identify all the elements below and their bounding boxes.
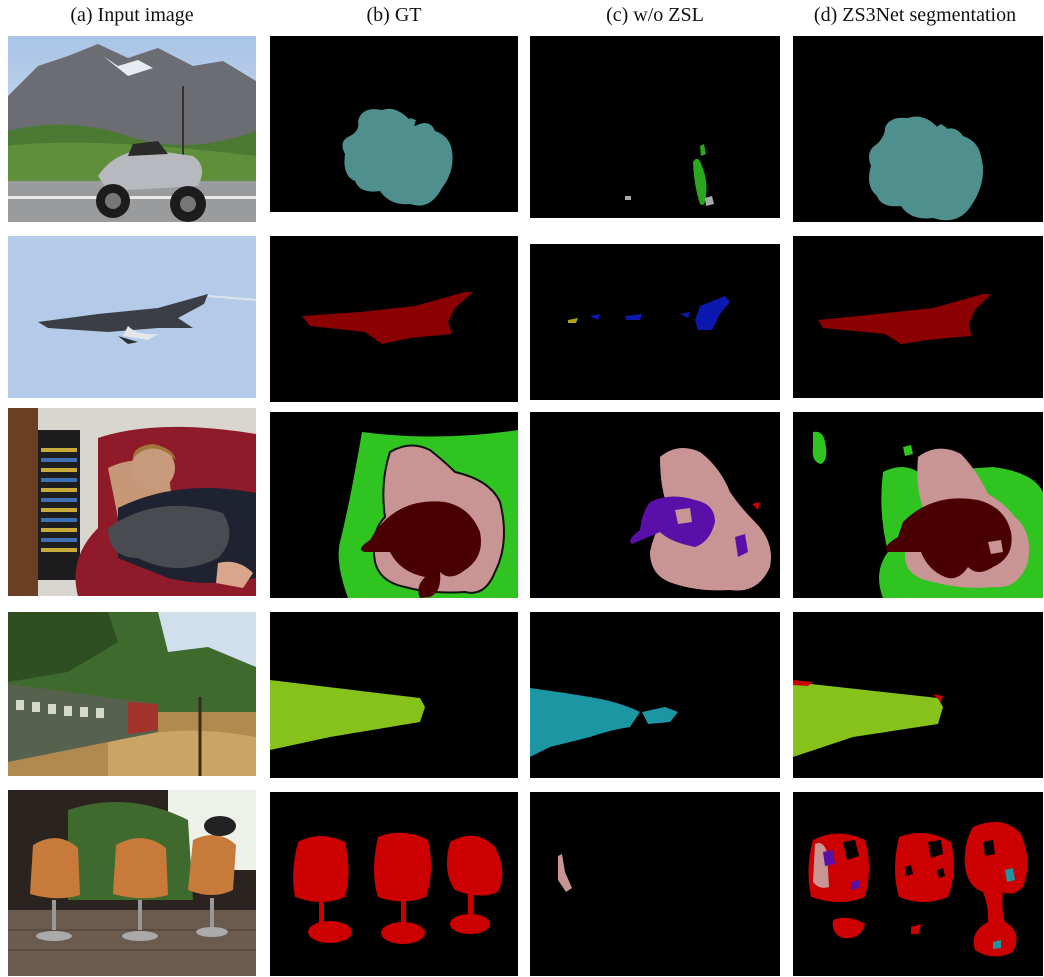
input-image-chairs <box>8 790 256 976</box>
zs3net-mask-person-cat <box>793 412 1043 598</box>
zs3net-mask-train <box>793 612 1043 778</box>
wo-zsl-mask-train <box>530 612 780 778</box>
input-image-jet <box>8 236 256 398</box>
gt-mask-train <box>270 612 518 778</box>
gt-mask-person-cat <box>270 412 518 598</box>
zs3net-mask-jet <box>793 236 1043 398</box>
input-image-train <box>8 612 256 776</box>
wo-zsl-mask-jet <box>530 244 780 400</box>
zs3net-mask-motorbike <box>793 36 1043 222</box>
column-header-wo-zsl: (c) w/o ZSL <box>606 4 704 26</box>
input-image-person-cat <box>8 408 256 596</box>
wo-zsl-mask-motorbike <box>530 36 780 218</box>
column-header-zs3net: (d) ZS3Net segmentation <box>813 4 1017 26</box>
column-header-gt: (b) GT <box>366 4 422 26</box>
zs3net-mask-chairs <box>793 792 1043 976</box>
input-image-motorbike <box>8 36 256 222</box>
gt-mask-motorbike <box>270 36 518 212</box>
column-header-input: (a) Input image <box>70 4 194 26</box>
wo-zsl-mask-person-cat <box>530 412 780 598</box>
gt-mask-jet <box>270 236 518 402</box>
wo-zsl-mask-chairs <box>530 792 780 976</box>
gt-mask-chairs <box>270 792 518 976</box>
